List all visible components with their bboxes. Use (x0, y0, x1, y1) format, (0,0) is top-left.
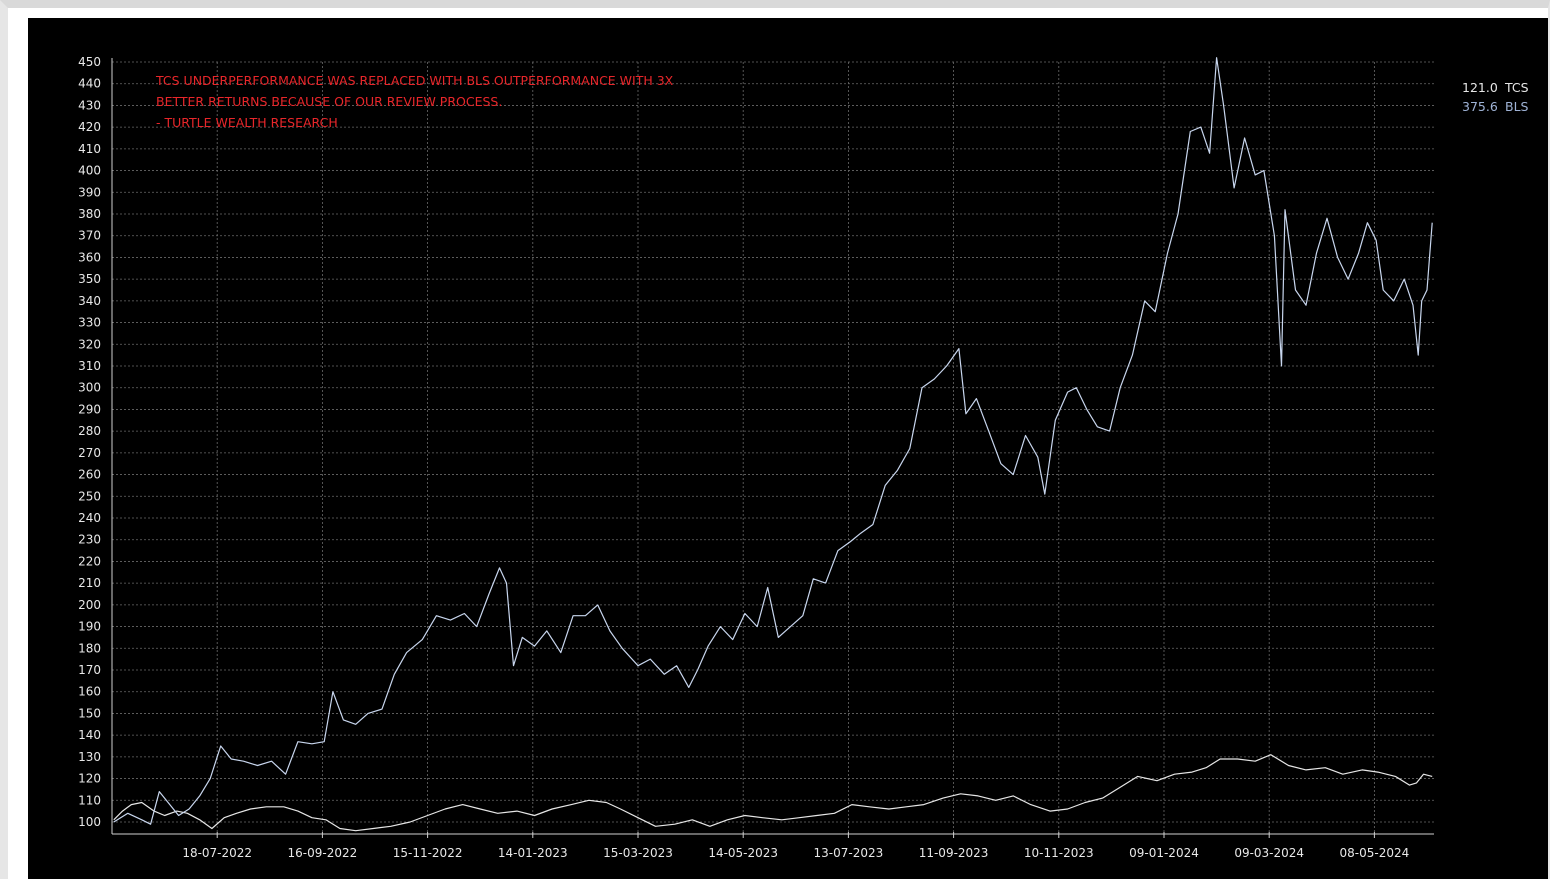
y-tick-label: 100 (78, 815, 101, 829)
annotation-line-2: BETTER RETURNS BECAUSE OF OUR REVIEW PRO… (156, 94, 502, 109)
y-tick-label: 240 (78, 511, 101, 525)
y-tick-label: 340 (78, 294, 101, 308)
y-tick-label: 260 (78, 468, 101, 482)
legend-bls-name: BLS (1505, 99, 1529, 114)
y-tick-label: 400 (78, 164, 101, 178)
y-tick-label: 390 (78, 185, 101, 199)
series-lines (114, 58, 1432, 831)
y-tick-label: 210 (78, 576, 101, 590)
y-tick-label: 130 (78, 750, 101, 764)
legend-bls-value: 375.6 (1462, 99, 1498, 114)
x-tick-label: 15-03-2023 (603, 846, 673, 860)
y-tick-label: 220 (78, 554, 101, 568)
x-tick-label: 16-09-2022 (288, 846, 358, 860)
y-tick-label: 350 (78, 272, 101, 286)
legend-tcs-name: TCS (1504, 80, 1529, 95)
annotation-text: TCS UNDERPERFORMANCE WAS REPLACED WITH B… (155, 73, 674, 130)
y-tick-label: 330 (78, 316, 101, 330)
x-tick-label: 10-11-2023 (1024, 846, 1094, 860)
x-tick-label: 15-11-2022 (393, 846, 463, 860)
x-tick-label: 14-05-2023 (708, 846, 778, 860)
y-tick-label: 380 (78, 207, 101, 221)
y-tick-label: 450 (78, 55, 101, 69)
y-tick-label: 160 (78, 685, 101, 699)
x-tick-label: 11-09-2023 (919, 846, 989, 860)
y-tick-label: 120 (78, 772, 101, 786)
y-tick-label: 320 (78, 337, 101, 351)
y-tick-label: 250 (78, 489, 101, 503)
y-tick-label: 410 (78, 142, 101, 156)
y-tick-label: 370 (78, 229, 101, 243)
y-tick-label: 150 (78, 706, 101, 720)
series-line-bls (114, 58, 1432, 825)
x-tick-label: 13-07-2023 (814, 846, 884, 860)
legend: 121.0 TCS 375.6 BLS (1462, 80, 1529, 114)
y-tick-label: 290 (78, 402, 101, 416)
y-tick-label: 270 (78, 446, 101, 460)
annotation-line-3: - TURTLE WEALTH RESEARCH (156, 115, 338, 130)
y-tick-label: 200 (78, 598, 101, 612)
annotation-line-1: TCS UNDERPERFORMANCE WAS REPLACED WITH B… (155, 73, 674, 88)
y-tick-label: 310 (78, 359, 101, 373)
x-axis-tick-labels: 18-07-2022 16-09-2022 15-11-2022 14-01-2023… (182, 846, 1409, 860)
y-tick-label: 190 (78, 620, 101, 634)
y-tick-label: 300 (78, 381, 101, 395)
chart-axes (112, 58, 1434, 838)
y-tick-label: 280 (78, 424, 101, 438)
legend-tcs-value: 121.0 (1462, 80, 1498, 95)
y-tick-label: 230 (78, 533, 101, 547)
y-tick-label: 440 (78, 77, 101, 91)
y-tick-label: 140 (78, 728, 101, 742)
y-tick-label: 180 (78, 641, 101, 655)
x-tick-label: 14-01-2023 (498, 846, 568, 860)
y-tick-label: 420 (78, 120, 101, 134)
y-tick-label: 430 (78, 98, 101, 112)
x-tick-label: 18-07-2022 (182, 846, 252, 860)
y-tick-label: 170 (78, 663, 101, 677)
y-tick-label: 110 (78, 793, 101, 807)
x-tick-label: 09-03-2024 (1234, 846, 1304, 860)
series-line-tcs (114, 755, 1432, 831)
y-tick-label: 360 (78, 250, 101, 264)
y-axis-tick-labels: 100 110 120 130 140 150 160 170 180 190 200 210 220 2… (78, 55, 101, 829)
x-tick-label: 08-05-2024 (1340, 846, 1410, 860)
x-tick-label: 09-01-2024 (1129, 846, 1199, 860)
